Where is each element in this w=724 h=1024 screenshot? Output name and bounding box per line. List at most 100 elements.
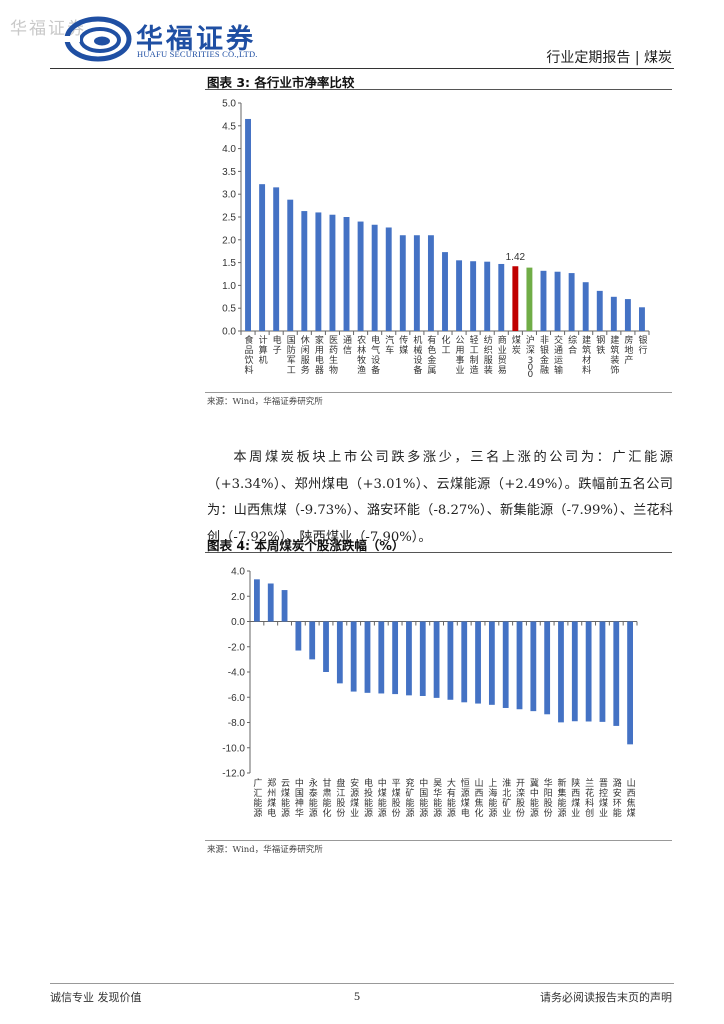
bar xyxy=(470,261,477,331)
x-tick-label: 非银金融 xyxy=(540,334,549,376)
bar xyxy=(350,621,357,692)
x-tick-label: 恒源煤电 xyxy=(461,777,470,819)
x-tick-label: 云煤能源 xyxy=(281,779,290,819)
figure-4-top-rule xyxy=(205,552,672,553)
bar xyxy=(624,299,631,331)
report-type-label: 行业定期报告 | 煤炭 xyxy=(546,50,672,66)
bar xyxy=(273,187,280,331)
x-tick-label: 化工 xyxy=(441,334,450,356)
x-tick-label: 公用事业 xyxy=(456,335,465,376)
bar xyxy=(530,621,537,712)
header-divider xyxy=(50,68,674,69)
x-tick-label: 山西焦煤 xyxy=(627,778,636,819)
bar xyxy=(323,621,329,672)
figure-3-source: 来源：Wind，华福证券研究所 xyxy=(207,397,323,407)
y-tick-label: -2.0 xyxy=(228,642,246,653)
bar xyxy=(259,184,266,331)
x-tick-label: 甘肃能化 xyxy=(323,777,332,819)
y-tick-label: 4.0 xyxy=(231,567,245,578)
y-tick-label: -10.0 xyxy=(222,743,245,754)
x-tick-label: 平煤股份 xyxy=(392,778,401,819)
bar xyxy=(447,621,454,700)
bar xyxy=(371,224,378,331)
y-tick-label: -12.0 xyxy=(222,769,245,780)
footer-divider xyxy=(50,983,674,984)
x-tick-label: 兰花科创 xyxy=(585,777,594,819)
x-tick-label: 晋控煤业 xyxy=(599,778,608,819)
x-tick-label: 医药生物 xyxy=(329,335,338,376)
x-tick-label: 食品饮料 xyxy=(245,334,254,376)
y-tick-label: 0.0 xyxy=(231,617,245,628)
y-tick-label: 0.5 xyxy=(222,304,236,315)
x-tick-label: 电投能源 xyxy=(364,777,373,819)
y-tick-label: 2.0 xyxy=(231,592,245,603)
bar xyxy=(357,221,364,331)
figure-4-title: 图表 4: 本周煤炭个股涨跌幅（%） xyxy=(207,538,405,553)
x-tick-label: 纺织服装 xyxy=(484,334,493,376)
y-tick-label: -6.0 xyxy=(228,693,246,704)
bar xyxy=(571,621,578,722)
bar xyxy=(484,261,491,331)
bar xyxy=(267,583,274,622)
bar xyxy=(427,235,434,331)
x-tick-label: 通信 xyxy=(343,335,352,356)
bar xyxy=(254,579,260,622)
bar xyxy=(413,235,420,331)
industry-pb-bar-chart: 0.0 0.5 1.0 1.5 2.0 2.5 3.0 3.5 4.0 4.5 5.0 食品饮料计算机… xyxy=(222,99,650,380)
y-tick-label: 2.0 xyxy=(222,235,236,246)
bar xyxy=(378,621,385,694)
x-tick-label: 永泰能源 xyxy=(309,777,318,819)
x-tick-label: 郑州煤电 xyxy=(267,777,276,819)
y-tick-label: 4.5 xyxy=(222,121,236,132)
bar xyxy=(596,290,603,331)
bar xyxy=(399,235,406,331)
bar xyxy=(613,621,620,726)
x-tick-label: 休闲服务 xyxy=(301,334,310,376)
logo-english-name: HUAFU SECURITIES CO.,LTD. xyxy=(137,49,258,59)
x-tick-label: 沪深 3 0 0 xyxy=(526,334,535,380)
y-tick-label: 1.0 xyxy=(222,281,236,292)
x-tick-label: 轻工制造 xyxy=(470,334,479,376)
bar xyxy=(433,621,440,698)
x-tick-label: 新集能源 xyxy=(557,777,566,819)
y-tick-label: 3.0 xyxy=(222,190,236,201)
y-tick-label: 5.0 xyxy=(222,99,236,110)
coal-stock-change-bar-chart: -12.0 -10.0 -8.0 -6.0 -4.0 -2.0 0.0 2.0 4.0 广汇能源郑… xyxy=(222,567,638,819)
figure-3-bottom-rule xyxy=(205,392,672,393)
bar xyxy=(599,621,606,722)
x-tick-label: 昊华能源 xyxy=(433,778,442,819)
bar xyxy=(498,263,505,331)
bar xyxy=(639,307,645,331)
x-tick-label: 机械设备 xyxy=(413,334,422,376)
data-label: 1.42 xyxy=(506,252,526,263)
y-tick-label: -8.0 xyxy=(228,718,246,729)
bar xyxy=(406,621,412,696)
x-tick-label: 房地产 xyxy=(624,334,633,366)
x-tick-label: 家用电器 xyxy=(315,334,324,376)
x-tick-label: 有色金属 xyxy=(427,334,436,376)
bar xyxy=(329,214,336,331)
x-tick-label: 交通运输 xyxy=(554,334,563,376)
bar xyxy=(568,273,575,331)
x-tick-label: 中国神华 xyxy=(295,777,304,819)
x-tick-label: 建筑材料 xyxy=(582,334,591,376)
bar xyxy=(343,217,350,331)
x-tick-label: 国防军工 xyxy=(287,335,296,376)
y-tick-label: -4.0 xyxy=(228,668,246,679)
y-tick-label: 2.5 xyxy=(222,213,236,224)
x-tick-label: 传媒 xyxy=(399,334,408,356)
bar xyxy=(315,212,322,331)
bar xyxy=(610,296,617,331)
bar xyxy=(456,260,463,331)
bar xyxy=(442,252,448,331)
bar xyxy=(385,227,392,331)
bar xyxy=(488,621,495,705)
x-tick-label: 盘江股份 xyxy=(336,777,345,819)
bar xyxy=(336,621,343,684)
bar xyxy=(627,621,633,745)
bar xyxy=(364,621,371,693)
x-tick-label: 上海能源 xyxy=(488,778,497,819)
logo-swirl-icon xyxy=(64,16,132,62)
bar xyxy=(245,118,251,332)
figure-3-top-rule xyxy=(205,89,672,90)
